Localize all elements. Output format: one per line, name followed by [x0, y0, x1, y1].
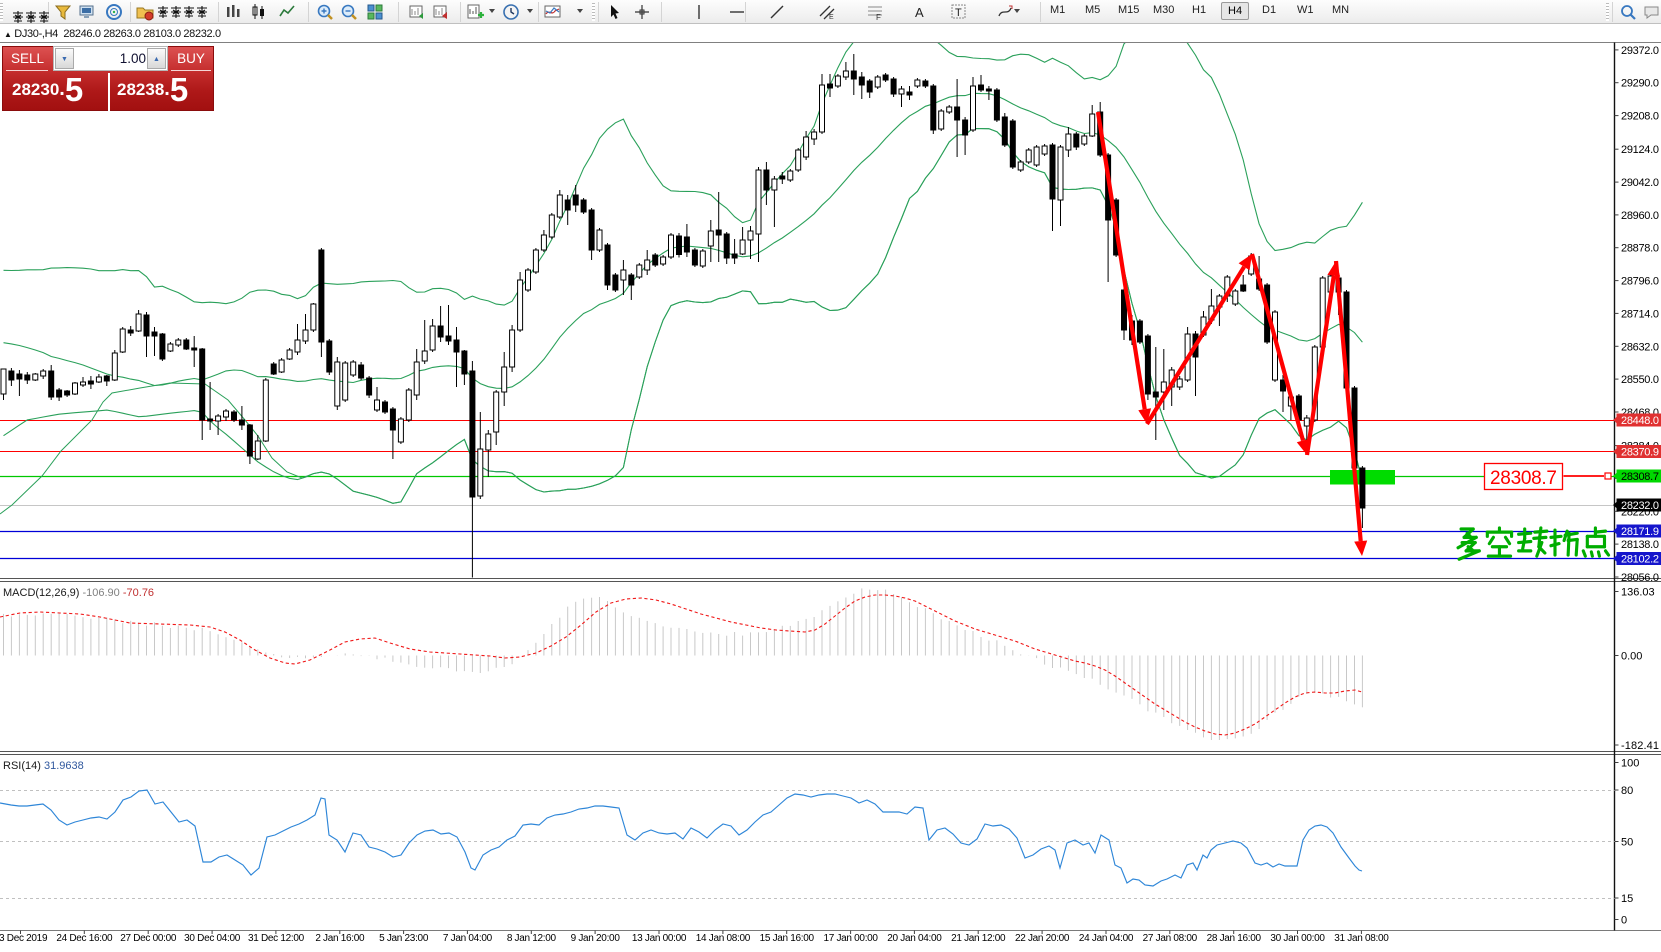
svg-text:9 Jan 20:00: 9 Jan 20:00 [571, 933, 621, 944]
svg-text:28878.0: 28878.0 [1621, 243, 1659, 255]
svg-text:0.00: 0.00 [1621, 651, 1642, 663]
svg-text:MACD(12,26,9) -106.90 -70.76: MACD(12,26,9) -106.90 -70.76 [3, 587, 154, 599]
svg-text:21 Jan 12:00: 21 Jan 12:00 [951, 933, 1006, 944]
svg-text:T: T [955, 7, 962, 19]
svg-text:29042.0: 29042.0 [1621, 177, 1659, 189]
svg-text:136.03: 136.03 [1621, 587, 1655, 599]
svg-text:22 Jan 20:00: 22 Jan 20:00 [1015, 933, 1070, 944]
svg-text:24 Jan 04:00: 24 Jan 04:00 [1079, 933, 1134, 944]
svg-text:15: 15 [1621, 893, 1633, 905]
svg-text:28960.0: 28960.0 [1621, 210, 1659, 222]
svg-text:29124.0: 29124.0 [1621, 144, 1659, 156]
svg-text:F: F [876, 13, 881, 21]
svg-text:28138.0: 28138.0 [1621, 539, 1659, 551]
svg-text:29290.0: 29290.0 [1621, 78, 1659, 90]
svg-text:15 Jan 16:00: 15 Jan 16:00 [760, 933, 815, 944]
svg-text:20 Jan 04:00: 20 Jan 04:00 [887, 933, 942, 944]
svg-text:29208.0: 29208.0 [1621, 111, 1659, 123]
svg-text:29372.0: 29372.0 [1621, 45, 1659, 57]
svg-text:27 Jan 08:00: 27 Jan 08:00 [1143, 933, 1198, 944]
svg-text:A: A [915, 5, 924, 20]
svg-text:31 Jan 08:00: 31 Jan 08:00 [1334, 933, 1389, 944]
svg-text:28796.0: 28796.0 [1621, 276, 1659, 288]
svg-text:-182.41: -182.41 [1621, 740, 1659, 752]
svg-text:5 Jan 23:00: 5 Jan 23:00 [379, 933, 429, 944]
svg-text:23 Dec 2019: 23 Dec 2019 [0, 933, 48, 944]
svg-text:28056.0: 28056.0 [1621, 572, 1659, 584]
svg-text:28550.0: 28550.0 [1621, 374, 1659, 386]
svg-text:30 Dec 04:00: 30 Dec 04:00 [184, 933, 241, 944]
svg-text:31 Dec 12:00: 31 Dec 12:00 [248, 933, 305, 944]
svg-text:17 Jan 00:00: 17 Jan 00:00 [823, 933, 878, 944]
svg-text:50: 50 [1621, 837, 1633, 849]
svg-text:2 Jan 16:00: 2 Jan 16:00 [315, 933, 365, 944]
svg-text:28 Jan 16:00: 28 Jan 16:00 [1207, 933, 1262, 944]
svg-text:E: E [829, 14, 834, 21]
svg-text:7 Jan 04:00: 7 Jan 04:00 [443, 933, 493, 944]
svg-text:80: 80 [1621, 785, 1633, 797]
svg-text:14 Jan 08:00: 14 Jan 08:00 [696, 933, 751, 944]
svg-text:28370.9: 28370.9 [1621, 447, 1659, 459]
svg-text:13 Jan 00:00: 13 Jan 00:00 [632, 933, 687, 944]
svg-text:24 Dec 16:00: 24 Dec 16:00 [56, 933, 113, 944]
svg-text:RSI(14) 31.9638: RSI(14) 31.9638 [3, 760, 84, 772]
svg-text:0: 0 [1621, 915, 1627, 927]
svg-text:100: 100 [1621, 758, 1639, 770]
svg-text:27 Dec 00:00: 27 Dec 00:00 [120, 933, 177, 944]
svg-text:28308.7: 28308.7 [1490, 468, 1557, 489]
svg-text:28632.0: 28632.0 [1621, 341, 1659, 353]
svg-text:28448.0: 28448.0 [1621, 415, 1659, 427]
svg-text:28232.0: 28232.0 [1621, 500, 1659, 512]
svg-text:28171.9: 28171.9 [1621, 526, 1659, 538]
svg-text:28102.2: 28102.2 [1621, 554, 1659, 566]
svg-text:8 Jan 12:00: 8 Jan 12:00 [507, 933, 557, 944]
svg-text:28714.0: 28714.0 [1621, 308, 1659, 320]
svg-text:28308.7: 28308.7 [1621, 471, 1659, 483]
svg-text:30 Jan 00:00: 30 Jan 00:00 [1270, 933, 1325, 944]
